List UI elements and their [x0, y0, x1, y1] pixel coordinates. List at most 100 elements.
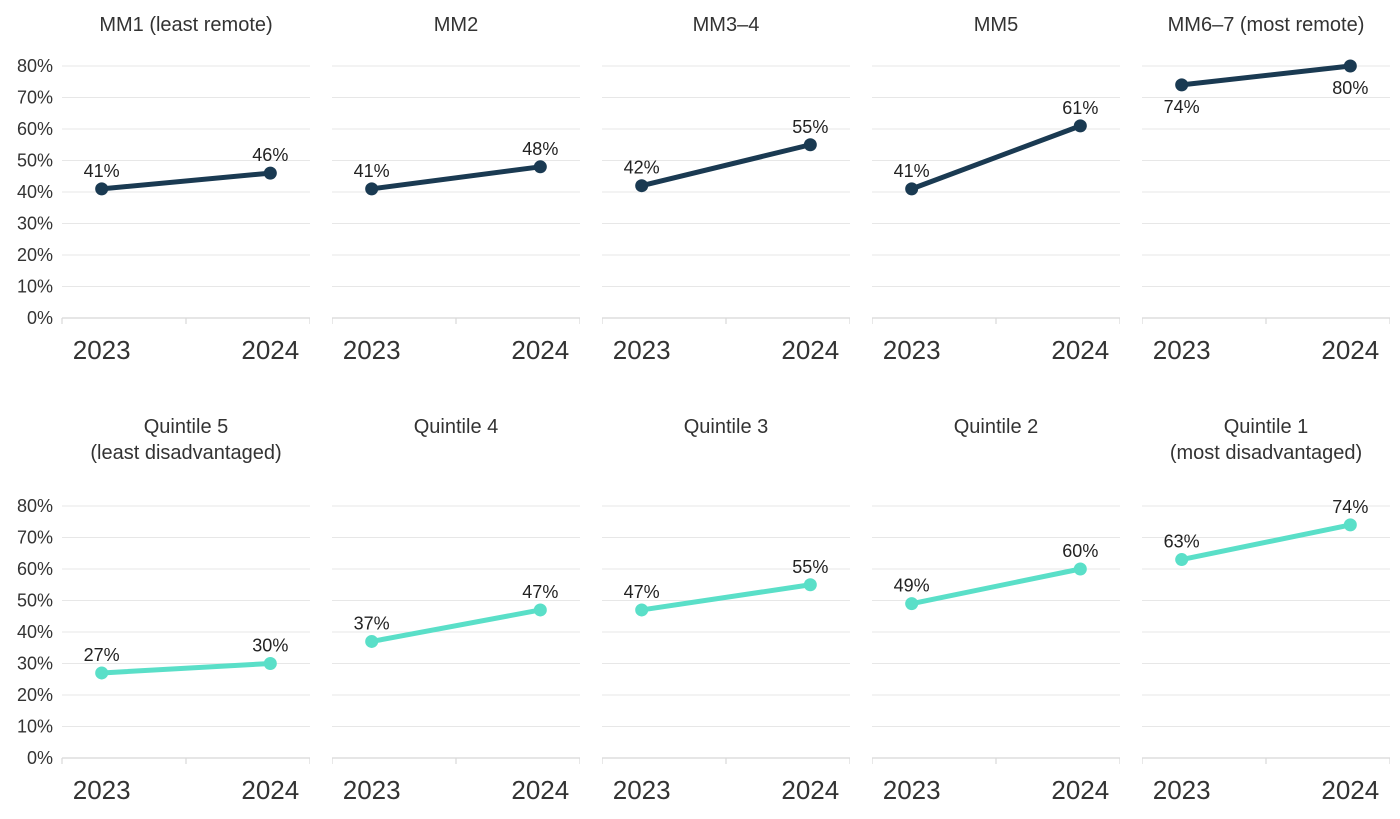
chart-title: MM1 (least remote) — [62, 0, 310, 46]
chart-title-line: Quintile 2 — [953, 416, 1039, 438]
chart-row-remoteness: MM1 (least remote) 0% 10% 20% 30% 40% 50% 60% 70… — [0, 0, 1400, 368]
chart-title-line: MM3–4 — [692, 14, 760, 36]
y-tick-label: 10% — [17, 277, 53, 297]
plot-area: 0% 10% 20% 30% 40% 50% 60% 70% 80% 27% 2023 30% 2024 — [17, 496, 310, 805]
plot-area: 0% 10% 20% 30% 40% 50% 60% 70% 80% 41% 2023 46% 2024 — [17, 56, 310, 365]
data-point — [1073, 562, 1087, 576]
chart-title: MM3–4 — [602, 0, 850, 46]
x-tick-label: 2024 — [1051, 335, 1109, 365]
y-tick-label: 20% — [17, 245, 53, 265]
y-tick-label: 50% — [17, 591, 53, 611]
x-tick-label: 2024 — [241, 775, 299, 805]
data-label: 80% — [1332, 78, 1368, 98]
chart-mm2: MM2 41% 2023 48% 2024 — [332, 0, 580, 368]
data-label: 48% — [522, 139, 558, 159]
chart-title: Quintile 5 (least disadvantaged) — [62, 400, 310, 486]
x-tick-label: 2024 — [1051, 775, 1109, 805]
data-point — [263, 166, 277, 180]
data-label: 37% — [354, 613, 390, 633]
chart-quintile-2: Quintile 2 49% 2023 60% 2024 — [872, 400, 1120, 808]
trend-line — [369, 164, 543, 192]
data-point — [263, 657, 277, 670]
chart-title: MM6–7 (most remote) — [1142, 0, 1390, 46]
y-tick-label: 0% — [27, 308, 53, 328]
x-tick-label: 2023 — [883, 335, 941, 365]
y-tick-label: 20% — [17, 685, 53, 705]
y-tick-label: 70% — [17, 88, 53, 108]
data-label: 47% — [624, 582, 660, 602]
data-point — [365, 182, 379, 196]
plot-area: 74% 2023 80% 2024 — [1142, 59, 1390, 365]
trend-line — [369, 607, 543, 644]
data-point — [905, 182, 919, 196]
data-label: 27% — [84, 645, 120, 665]
chart-title: Quintile 2 — [872, 400, 1120, 486]
chart-title-line: Quintile 4 — [413, 416, 499, 438]
y-tick-label: 10% — [17, 717, 53, 737]
x-tick-label: 2024 — [781, 335, 839, 365]
chart-title-line: (least disadvantaged) — [90, 442, 282, 464]
x-tick-label: 2023 — [73, 335, 131, 365]
x-tick-label: 2023 — [1153, 335, 1211, 365]
chart-title-line: Quintile 3 — [683, 416, 769, 438]
x-tick-label: 2024 — [1321, 775, 1379, 805]
x-tick-label: 2023 — [343, 335, 401, 365]
plot-area: 37% 2023 47% 2024 — [332, 505, 580, 805]
chart-quintile-4: Quintile 4 37% 2023 47% 2024 — [332, 400, 580, 808]
trend-line — [909, 123, 1083, 192]
chart-mm6-7-most-remote: MM6–7 (most remote) 74% 2023 80% 2024 — [1142, 0, 1390, 368]
y-tick-label: 60% — [17, 119, 53, 139]
x-tick-label: 2024 — [781, 775, 839, 805]
chart-title: Quintile 4 — [332, 400, 580, 486]
data-label: 30% — [252, 636, 288, 656]
x-tick-label: 2023 — [343, 775, 401, 805]
data-point — [95, 182, 109, 196]
data-label: 55% — [792, 117, 828, 137]
plot-area: 41% 2023 61% 2024 — [872, 65, 1120, 365]
data-point — [803, 578, 817, 592]
x-tick-label: 2024 — [511, 775, 569, 805]
data-label: 63% — [1164, 532, 1200, 552]
data-label: 42% — [624, 158, 660, 178]
chart-quintile-5-least-disadvantaged: Quintile 5 (least disadvantaged) 0% 10% 20% 3… — [6, 400, 310, 808]
trend-line — [909, 566, 1083, 607]
data-label: 41% — [894, 161, 930, 181]
data-label: 74% — [1332, 497, 1368, 517]
data-point — [95, 666, 109, 680]
y-tick-label: 60% — [17, 559, 53, 579]
data-label: 47% — [522, 582, 558, 602]
chart-mm1-least-remote: MM1 (least remote) 0% 10% 20% 30% 40% 50% 60% 70… — [6, 0, 310, 368]
chart-mm5: MM5 41% 2023 61% 2024 — [872, 0, 1120, 368]
chart-title-line: (most disadvantaged) — [1169, 442, 1363, 464]
chart-title: Quintile 1 (most disadvantaged) — [1142, 400, 1390, 486]
x-tick-label: 2023 — [73, 775, 131, 805]
trend-line — [639, 582, 813, 613]
x-tick-label: 2023 — [1153, 775, 1211, 805]
x-tick-label: 2023 — [613, 335, 671, 365]
y-tick-label: 40% — [17, 182, 53, 202]
trend-line — [1179, 522, 1353, 563]
x-tick-label: 2024 — [1321, 335, 1379, 365]
trend-line — [639, 142, 813, 189]
data-point — [635, 603, 649, 617]
plot-area: 47% 2023 55% 2024 — [602, 505, 850, 805]
chart-title-line: MM1 (least remote) — [99, 14, 273, 36]
data-label: 46% — [252, 145, 288, 165]
y-tick-label: 30% — [17, 654, 53, 674]
trend-line — [1179, 63, 1353, 88]
y-tick-label: 80% — [17, 496, 53, 516]
y-tick-label: 80% — [17, 56, 53, 76]
chart-title: MM5 — [872, 0, 1120, 46]
x-tick-label: 2024 — [241, 335, 299, 365]
plot-area: 41% 2023 48% 2024 — [332, 65, 580, 365]
data-point — [635, 179, 649, 193]
x-tick-label: 2023 — [613, 775, 671, 805]
trend-line — [99, 170, 273, 192]
chart-mm3-4: MM3–4 42% 2023 55% 2024 — [602, 0, 850, 368]
chart-title-line: Quintile 5 — [143, 416, 229, 438]
y-tick-label: 0% — [27, 748, 53, 768]
data-point — [1343, 518, 1357, 532]
data-point — [1343, 59, 1357, 73]
chart-title-line: MM6–7 (most remote) — [1167, 14, 1365, 36]
